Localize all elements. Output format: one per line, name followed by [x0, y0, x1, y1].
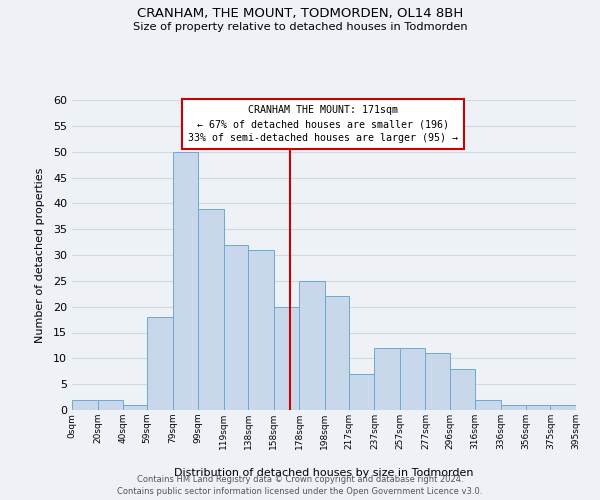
Bar: [98, 400, 123, 410]
Bar: [274, 306, 299, 410]
Bar: [325, 296, 349, 410]
Y-axis label: Number of detached properties: Number of detached properties: [35, 168, 44, 342]
Bar: [199, 208, 224, 410]
Bar: [374, 348, 400, 410]
Bar: [299, 281, 325, 410]
Bar: [224, 244, 248, 410]
Bar: [147, 317, 173, 410]
Bar: [400, 348, 425, 410]
Text: Contains HM Land Registry data © Crown copyright and database right 2024.
Contai: Contains HM Land Registry data © Crown c…: [118, 474, 482, 496]
Bar: [449, 368, 475, 410]
Bar: [349, 374, 374, 410]
Bar: [425, 353, 449, 410]
Bar: [72, 400, 98, 410]
Text: CRANHAM THE MOUNT: 171sqm
← 67% of detached houses are smaller (196)
33% of semi: CRANHAM THE MOUNT: 171sqm ← 67% of detac…: [188, 105, 458, 143]
Bar: [475, 400, 501, 410]
Bar: [550, 405, 576, 410]
Bar: [248, 250, 274, 410]
Bar: [123, 405, 147, 410]
Bar: [173, 152, 199, 410]
Text: CRANHAM, THE MOUNT, TODMORDEN, OL14 8BH: CRANHAM, THE MOUNT, TODMORDEN, OL14 8BH: [137, 8, 463, 20]
Text: Distribution of detached houses by size in Todmorden: Distribution of detached houses by size …: [174, 468, 474, 477]
Bar: [501, 405, 526, 410]
Text: Size of property relative to detached houses in Todmorden: Size of property relative to detached ho…: [133, 22, 467, 32]
Bar: [526, 405, 550, 410]
